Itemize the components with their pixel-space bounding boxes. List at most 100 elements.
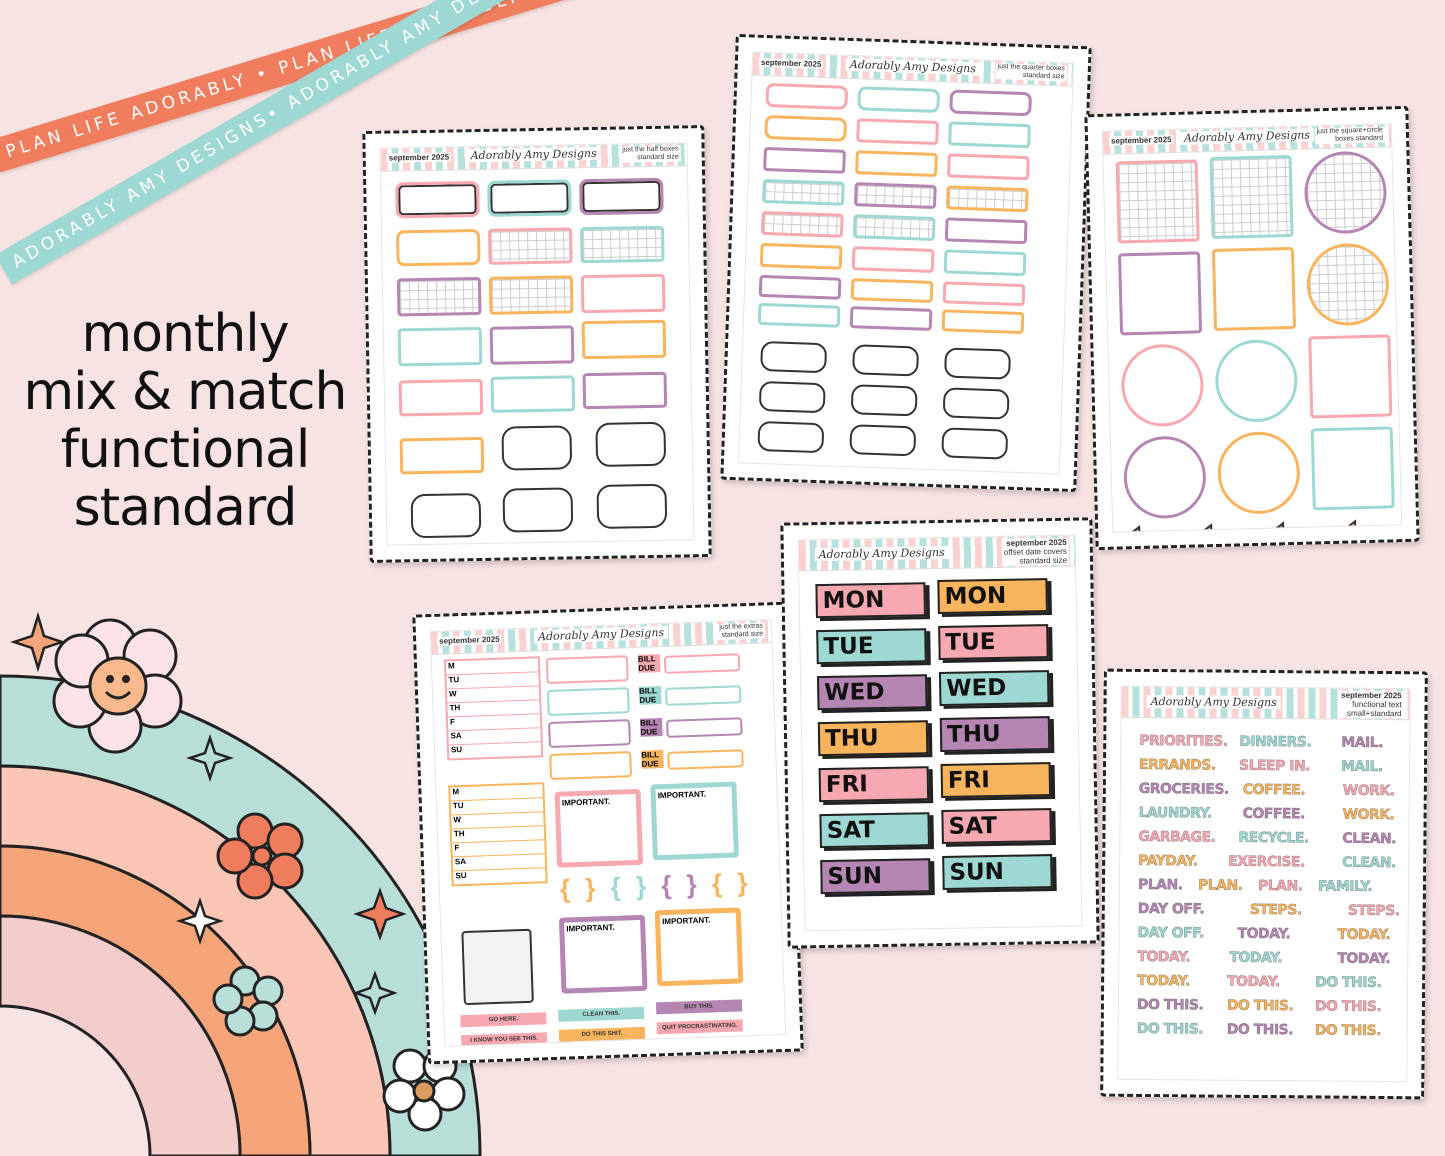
framed-box [850, 384, 918, 417]
functional-word: TODAY. [1237, 925, 1291, 943]
half-boxes-sheet: september 2025 Adorably Amy Designs just… [362, 125, 712, 563]
bill-due-label: BILL DUE [638, 686, 662, 705]
quarter-box-grid [945, 185, 1029, 213]
headline-line-1: monthly [81, 304, 290, 364]
framed-box [596, 483, 668, 529]
quarter-box [759, 242, 843, 270]
text-label-sticker: GO HERE. [460, 1012, 547, 1028]
functional-word: WORK. [1342, 782, 1395, 800]
square-box [1118, 251, 1203, 336]
square-circle-sheet: september 2025 Adorably Amy Designs just… [1084, 105, 1420, 551]
daisy-flower-icon [382, 1048, 466, 1132]
bill-due-field [663, 653, 741, 674]
quarter-box [944, 217, 1028, 245]
framed-box [501, 425, 573, 471]
sheet-month: september 2025 [1341, 690, 1402, 701]
half-box [487, 179, 572, 217]
habit-tracker [546, 687, 630, 717]
quarter-box [758, 274, 842, 300]
square-box [1310, 426, 1395, 511]
headline-line-2: mix & match [23, 362, 348, 422]
sheet-subtitle: just the extras standard size [717, 622, 766, 641]
extras-header: september 2025 Adorably Amy Designs just… [430, 620, 772, 656]
functional-word: FAMILY. [1317, 878, 1373, 895]
bill-due-label: BILL DUE [640, 718, 663, 737]
quarter-box [849, 306, 933, 331]
important-box: IMPORTANT. [650, 781, 739, 861]
brand-logo: Adorably Amy Designs [1146, 694, 1281, 710]
circle-box-grid [1303, 150, 1388, 235]
functional-word: DAY OFF. [1137, 900, 1205, 918]
functional-word: MAIL. [1340, 758, 1383, 776]
functional-word: PLAN. [1137, 876, 1183, 894]
framed-box [760, 340, 828, 374]
rainbow-illustration [0, 611, 482, 1156]
functional-word: SLEEP IN. [1238, 757, 1311, 775]
functional-word: PAYDAY. [1138, 852, 1198, 870]
mint-flower-icon [212, 965, 284, 1037]
functional-word: STEPS. [1249, 901, 1302, 919]
framed-box [757, 420, 825, 454]
important-box: IMPORTANT. [558, 914, 648, 994]
bill-due-field [664, 685, 742, 706]
functional-word: EXERCISE. [1228, 853, 1305, 871]
functional-word: PRIORITIES. [1139, 732, 1228, 750]
text-label-sticker: DO THIS SHIT. [558, 1026, 646, 1042]
date-cover-mon: MON [937, 578, 1048, 615]
quarter-box [941, 309, 1025, 335]
important-box: IMPORTANT. [654, 907, 744, 987]
sheet-month: september 2025 [1108, 134, 1174, 146]
functional-word: DAY OFF. [1137, 924, 1205, 942]
subtitle-line: functional text [1352, 699, 1402, 710]
sheet-subtitle: just the half boxes standard size [620, 145, 681, 163]
bill-due-label: BILL DUE [637, 654, 661, 673]
quarter-box [850, 278, 934, 303]
square-box-grid [1209, 154, 1294, 240]
coral-flower-icon [216, 812, 304, 900]
half-box [399, 436, 485, 475]
framed-box [849, 424, 917, 457]
half-box [579, 177, 664, 216]
habit-tracker [549, 751, 633, 780]
quarter-box [942, 281, 1026, 307]
functional-word: DO THIS. [1314, 1022, 1382, 1040]
subtitle-line: just the quarter boxes [997, 63, 1065, 73]
subtitle-line: small+standard [1346, 708, 1402, 719]
quarter-box [764, 114, 848, 142]
date-covers-sheet: Adorably Amy Designs september 2025 offs… [780, 517, 1100, 949]
functional-word: DO THIS. [1136, 996, 1204, 1014]
quarter-box-grid [852, 214, 936, 241]
extras-sticker-area: september 2025 Adorably Amy Designs just… [429, 619, 787, 1047]
text-label-sticker: BUY THIS. [655, 999, 743, 1015]
smiley-flower-icon [52, 618, 183, 754]
important-label: IMPORTANT. [561, 796, 611, 808]
extras-sheet: september 2025 Adorably Amy Designs just… [412, 601, 804, 1065]
text-label-sticker: QUIT PROCRASTINATING. [656, 1019, 744, 1035]
quarter-box-grid [762, 178, 845, 206]
date-covers-header: Adorably Amy Designs september 2025 offs… [798, 535, 1076, 572]
framed-box [852, 344, 920, 377]
date-cover-tue: TUE [816, 628, 927, 665]
half-box [395, 180, 480, 219]
sheet-subtitle: september 2025 offset date covers standa… [1001, 537, 1070, 566]
functional-word: CLEAN. [1342, 830, 1397, 848]
functional-word: DO THIS. [1136, 1020, 1204, 1038]
text-label-sticker: CLEAN THIS. [558, 1006, 645, 1022]
square-circle-header: september 2025 Adorably Amy Designs just… [1102, 124, 1392, 155]
headline-line-3: functional [60, 420, 311, 480]
sparkle-star-icons [10, 611, 407, 1016]
functional-word: GARBAGE. [1138, 828, 1216, 846]
quarter-box [856, 118, 939, 146]
subtitle-line: just the half boxes [622, 145, 679, 154]
subtitle-line: standard size [1019, 555, 1068, 566]
functional-word: COFFEE. [1242, 781, 1306, 799]
quarter-box [947, 153, 1030, 181]
date-covers-sticker-area: Adorably Amy Designs september 2025 offs… [797, 534, 1083, 932]
functional-word: LAUNDRY. [1138, 804, 1212, 822]
half-box [580, 273, 666, 314]
sheet-month: september 2025 [386, 152, 452, 163]
important-box: IMPORTANT. [554, 788, 644, 868]
quarter-box-grid [760, 210, 844, 238]
circle-box-grid [1305, 242, 1390, 327]
functional-word: TODAY. [1229, 949, 1283, 967]
